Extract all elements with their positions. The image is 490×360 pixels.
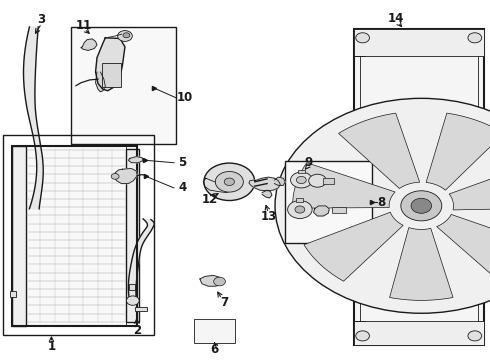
Circle shape	[468, 33, 482, 43]
Bar	[323, 178, 334, 184]
Bar	[102, 63, 121, 87]
Polygon shape	[390, 228, 453, 300]
Text: 12: 12	[201, 193, 218, 206]
Polygon shape	[96, 38, 125, 91]
Bar	[10, 291, 16, 297]
Text: 7: 7	[220, 296, 228, 309]
Circle shape	[288, 201, 312, 219]
Bar	[354, 29, 484, 56]
Bar	[12, 146, 26, 326]
Polygon shape	[203, 178, 229, 193]
Bar	[285, 161, 372, 243]
Text: 6: 6	[211, 343, 219, 356]
Polygon shape	[96, 72, 105, 92]
Polygon shape	[274, 177, 285, 185]
Bar	[296, 198, 303, 202]
Bar	[126, 149, 139, 322]
Polygon shape	[81, 39, 97, 50]
Bar	[3, 135, 154, 335]
Bar	[298, 170, 305, 173]
Text: 9: 9	[305, 156, 313, 169]
Text: 11: 11	[76, 19, 93, 32]
Polygon shape	[426, 113, 490, 190]
Bar	[194, 319, 235, 343]
Polygon shape	[449, 163, 490, 210]
Bar	[360, 34, 478, 339]
Polygon shape	[304, 212, 403, 281]
Circle shape	[275, 98, 490, 313]
Bar	[71, 27, 176, 144]
Text: 1: 1	[48, 340, 55, 353]
Circle shape	[468, 331, 482, 341]
Bar	[12, 146, 137, 326]
Bar	[135, 307, 147, 311]
Circle shape	[291, 172, 312, 188]
Circle shape	[356, 33, 369, 43]
Circle shape	[214, 277, 225, 286]
Text: 8: 8	[377, 196, 385, 209]
Text: 2: 2	[133, 324, 141, 337]
Polygon shape	[249, 177, 280, 191]
Bar	[26, 146, 126, 326]
Polygon shape	[293, 163, 395, 208]
Polygon shape	[437, 215, 490, 281]
Circle shape	[123, 33, 130, 38]
Bar	[129, 284, 135, 290]
Polygon shape	[262, 190, 272, 198]
Polygon shape	[200, 275, 223, 286]
Polygon shape	[339, 113, 420, 189]
Circle shape	[295, 206, 305, 213]
Text: 10: 10	[177, 91, 194, 104]
Polygon shape	[314, 206, 329, 216]
Circle shape	[309, 174, 326, 187]
Polygon shape	[128, 157, 143, 163]
Circle shape	[118, 31, 132, 41]
Polygon shape	[24, 27, 43, 209]
Circle shape	[215, 171, 244, 192]
Text: 5: 5	[178, 156, 186, 169]
Circle shape	[126, 296, 139, 305]
Circle shape	[411, 198, 432, 213]
Circle shape	[111, 174, 119, 179]
Text: 3: 3	[38, 13, 46, 26]
Text: 14: 14	[388, 12, 404, 25]
Bar	[354, 29, 484, 345]
Polygon shape	[128, 219, 154, 304]
Circle shape	[401, 191, 442, 221]
Circle shape	[224, 178, 234, 185]
Polygon shape	[114, 168, 137, 184]
Text: 13: 13	[260, 210, 277, 223]
Circle shape	[204, 163, 255, 201]
Circle shape	[296, 176, 306, 184]
Text: 4: 4	[178, 181, 186, 194]
Bar	[354, 321, 484, 345]
Circle shape	[356, 331, 369, 341]
Bar	[332, 207, 346, 213]
